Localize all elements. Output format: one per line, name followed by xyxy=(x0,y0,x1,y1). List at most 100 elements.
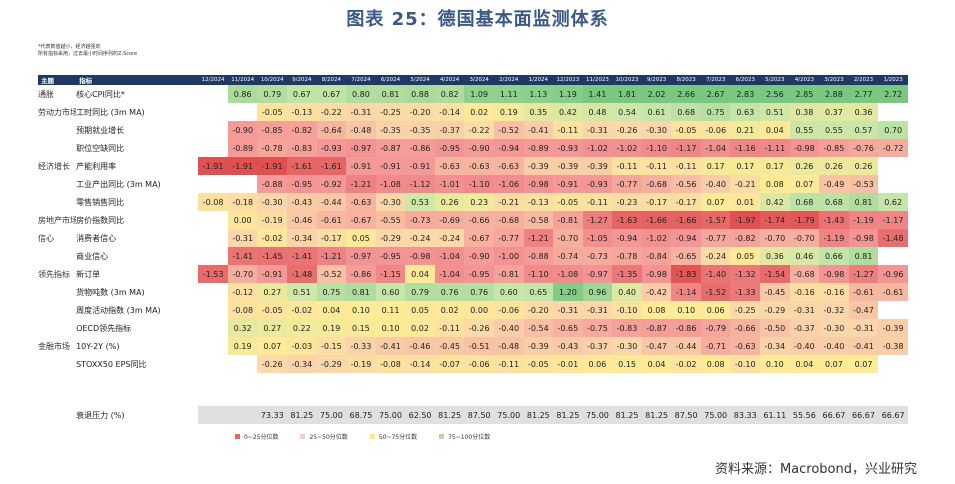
value-cell: -0.73 xyxy=(582,247,613,265)
value-cell: -0.61 xyxy=(848,283,879,301)
value-cell: 0.07 xyxy=(257,337,288,355)
indicator-cell: 职位空缺同比 xyxy=(76,143,125,153)
value-cell: 2.56 xyxy=(760,85,790,103)
pressure-cell: 83.33 xyxy=(730,405,761,424)
category-cell: 信心 xyxy=(38,233,54,243)
table-body: 通胀 核心CPI同比* 0.86 0.79 0.67 0.67 0.80 0.81 0.88 0.… xyxy=(38,85,908,424)
value-cell: -0.53 xyxy=(848,175,879,193)
value-cell: 0.35 xyxy=(523,103,554,121)
value-cell: -0.31 xyxy=(789,301,820,319)
value-cell: -1.12 xyxy=(405,175,435,193)
value-cell xyxy=(878,247,908,265)
value-cell: -1.00 xyxy=(493,247,524,265)
value-cell: 0.07 xyxy=(848,355,879,373)
value-cell: -1.27 xyxy=(582,211,613,229)
category-cell xyxy=(38,193,76,211)
value-cell: -0.78 xyxy=(257,139,288,157)
value-cell: -0.71 xyxy=(700,337,731,355)
value-cell: -0.44 xyxy=(316,193,347,211)
value-cell: 1.19 xyxy=(553,85,583,103)
value-cell: -0.85 xyxy=(257,121,288,139)
value-cell xyxy=(198,211,228,229)
value-cell: -0.30 xyxy=(819,319,849,337)
value-cell: -0.11 xyxy=(671,157,701,175)
category-cell xyxy=(38,283,76,301)
value-cell xyxy=(198,247,228,265)
value-cell: -0.17 xyxy=(316,229,347,247)
legend-item: 50~75分位数 xyxy=(369,432,417,441)
header-month: 3/2024 xyxy=(464,75,494,85)
value-cell: -0.98 xyxy=(789,139,820,157)
spacer-row xyxy=(38,373,908,391)
value-cell: -0.74 xyxy=(553,247,583,265)
value-cell: 0.10 xyxy=(671,301,701,319)
value-cell: 2.67 xyxy=(700,85,731,103)
value-cell: -0.29 xyxy=(316,355,347,373)
spacer-cell xyxy=(38,373,908,391)
pressure-cell: 81.25 xyxy=(612,405,642,424)
value-cell: -0.29 xyxy=(760,301,790,319)
value-cell: -0.70 xyxy=(760,229,790,247)
value-cell: -1.06 xyxy=(493,175,524,193)
value-cell xyxy=(878,301,908,319)
value-cell: -0.23 xyxy=(612,193,642,211)
indicator-cell: 工业产出同比 (3m MA) xyxy=(76,179,161,189)
value-cell: -0.20 xyxy=(523,301,554,319)
value-cell: -1.05 xyxy=(582,229,613,247)
value-cell: -1.04 xyxy=(700,139,731,157)
pressure-category-cell xyxy=(38,405,77,424)
value-cell: -0.08 xyxy=(227,301,258,319)
value-cell: -0.41 xyxy=(848,337,879,355)
value-cell xyxy=(198,139,228,157)
value-cell: -0.91 xyxy=(257,265,288,283)
value-cell: -0.35 xyxy=(375,121,406,139)
legend-label: 75~100分位数 xyxy=(448,434,491,441)
value-cell: 0.38 xyxy=(789,103,820,121)
value-cell: -0.47 xyxy=(848,301,879,319)
value-cell: -0.26 xyxy=(257,355,288,373)
value-cell: -0.93 xyxy=(553,139,583,157)
value-cell xyxy=(198,103,228,121)
value-cell: -1.08 xyxy=(553,265,583,283)
value-cell: 0.08 xyxy=(641,301,672,319)
value-cell: 2.66 xyxy=(671,85,701,103)
value-cell: -1.48 xyxy=(287,265,317,283)
value-cell: -1.66 xyxy=(641,211,672,229)
value-cell: -0.72 xyxy=(878,139,908,157)
value-cell: -0.89 xyxy=(523,139,554,157)
value-cell: 0.68 xyxy=(671,103,701,121)
indicator-cell: 周度活动指数 (3m MA) xyxy=(76,305,161,315)
indicator-cell: 新订单 xyxy=(76,269,101,279)
value-cell: -1.53 xyxy=(198,265,228,283)
table-row: 房地产市场 房价指数同比 0.00 -0.19 -0.46 -0.61 -0.67 -0.55… xyxy=(38,211,908,229)
table-row: 预期就业增长 -0.90 -0.85 -0.82 -0.64 -0.48 -0.35 -0.3… xyxy=(38,121,908,139)
value-cell: -0.98 xyxy=(848,229,879,247)
value-cell: -0.50 xyxy=(760,319,790,337)
header-month: 9/2024 xyxy=(287,75,317,85)
value-cell: 0.62 xyxy=(878,193,908,211)
value-cell xyxy=(878,103,908,121)
pressure-cell: 73.33 xyxy=(257,405,288,424)
value-cell: -0.39 xyxy=(523,337,554,355)
value-cell: 1.09 xyxy=(464,85,494,103)
table-row: 信心 消费者信心 -0.31 -0.02 -0.34 -0.17 0.05 -0.29 -0.2… xyxy=(38,229,908,247)
header-month: 7/2024 xyxy=(346,75,376,85)
value-cell: -1.08 xyxy=(375,175,406,193)
header-month: 6/2024 xyxy=(375,75,406,85)
value-cell: 1.13 xyxy=(523,85,554,103)
pressure-cell: 75.00 xyxy=(375,405,406,424)
indicator-cell: 产能利用率 xyxy=(76,161,117,171)
value-cell: -0.95 xyxy=(375,247,406,265)
header-row: 主题 指标 12/2024 11/2024 10/2024 9/2024 8/2024 7… xyxy=(38,75,908,85)
header-month: 8/2023 xyxy=(671,75,701,85)
value-cell: -1.04 xyxy=(434,247,465,265)
value-cell: -0.11 xyxy=(493,355,524,373)
value-cell: 0.48 xyxy=(582,103,613,121)
note-line: 所有指标采用，过去最小时间序列的Z-Score xyxy=(38,51,138,57)
category-cell xyxy=(38,355,76,373)
table-row: 通胀 核心CPI同比* 0.86 0.79 0.67 0.67 0.80 0.81 0.88 0.… xyxy=(38,85,908,103)
value-cell: -1.02 xyxy=(582,139,613,157)
value-cell: 0.63 xyxy=(730,103,761,121)
value-cell: 0.26 xyxy=(819,157,849,175)
category-cell xyxy=(38,121,76,139)
